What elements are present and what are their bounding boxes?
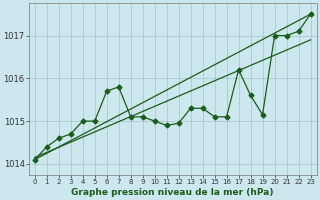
X-axis label: Graphe pression niveau de la mer (hPa): Graphe pression niveau de la mer (hPa)	[71, 188, 274, 197]
